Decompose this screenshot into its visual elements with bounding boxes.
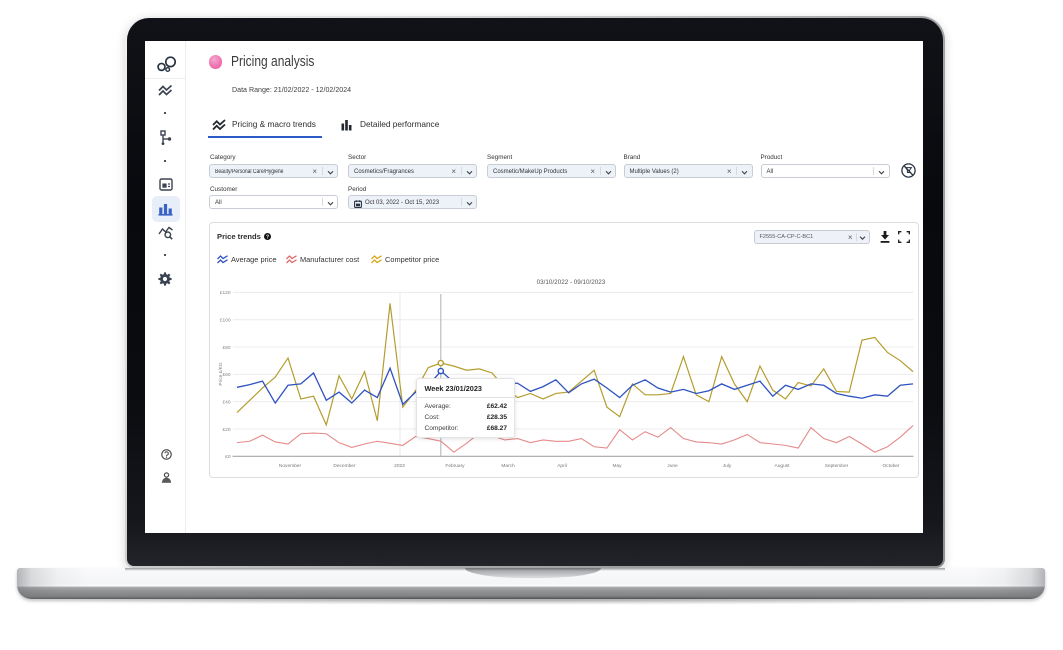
svg-text:?: ? xyxy=(265,234,268,240)
svg-text:£80: £80 xyxy=(222,345,230,351)
svg-text:April: April xyxy=(557,463,567,469)
svg-text:September: September xyxy=(825,463,849,469)
svg-text:February: February xyxy=(445,463,465,469)
svg-text:November: November xyxy=(279,463,302,469)
svg-text:July: July xyxy=(723,463,732,469)
svg-text:May: May xyxy=(612,463,622,469)
svg-text:October: October xyxy=(882,463,899,469)
svg-text:£120: £120 xyxy=(220,290,231,296)
svg-text:£100: £100 xyxy=(220,318,231,324)
svg-text:Price £/KG: Price £/KG xyxy=(218,362,224,385)
svg-text:March: March xyxy=(501,463,515,469)
svg-text:£0: £0 xyxy=(225,454,231,460)
svg-text:June: June xyxy=(667,463,678,469)
svg-text:2023: 2023 xyxy=(394,463,405,469)
svg-text:August: August xyxy=(775,463,791,469)
svg-text:£60: £60 xyxy=(222,372,230,378)
svg-text:£20: £20 xyxy=(222,427,230,433)
svg-text:December: December xyxy=(333,463,356,469)
svg-text:£40: £40 xyxy=(222,399,230,405)
